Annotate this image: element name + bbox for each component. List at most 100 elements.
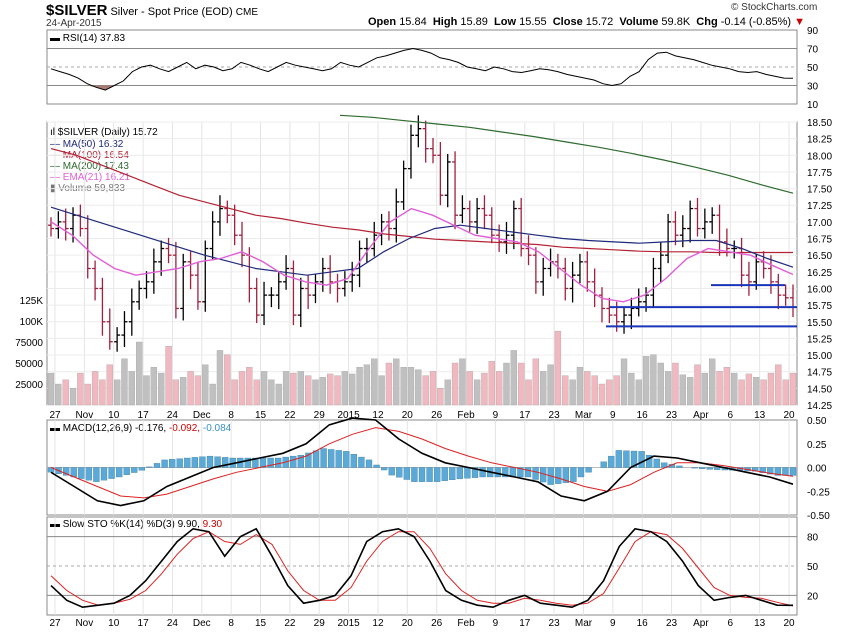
volume-bar <box>635 379 642 406</box>
date-tick-label: 13 <box>754 618 766 629</box>
copyright: © StockCharts.com <box>731 2 818 13</box>
volume-bar <box>613 375 620 406</box>
macd-histogram-bar <box>123 467 130 475</box>
volume-bar <box>767 372 775 406</box>
macd-histogram-bar <box>274 457 282 468</box>
volume-label: Volume <box>619 16 659 28</box>
low-value: 15.55 <box>519 16 547 28</box>
macd-histogram-bar <box>115 467 123 478</box>
date-tick-label: 9 <box>493 618 499 629</box>
macd-histogram-bar <box>206 455 214 468</box>
macd-histogram-bar <box>312 450 320 468</box>
macd-histogram-bar <box>577 467 585 478</box>
volume-bar <box>642 356 650 406</box>
price-legend-text: $SILVER (Daily) 15.72 <box>57 127 158 138</box>
macd-histogram-bar <box>290 455 297 468</box>
date-tick-label: 17 <box>519 618 531 629</box>
macd-histogram-bar <box>267 457 274 468</box>
macd-histogram-bar <box>358 456 365 468</box>
price-legend: ıl $SILVER (Daily) 15.72 <box>50 127 158 138</box>
volume-bar <box>128 371 135 406</box>
date-tick-label: 17 <box>138 410 150 421</box>
date-tick-label: 10 <box>108 410 120 421</box>
price-tick-label: 18.25 <box>807 135 832 146</box>
macd-histogram-bar <box>600 461 607 468</box>
macd-histogram-bar <box>85 467 93 481</box>
rsi-tick-label: 50 <box>807 63 819 74</box>
date-tick-label: 29 <box>314 618 326 629</box>
price-tick-label: 17.00 <box>807 218 832 229</box>
volume-bar <box>723 367 731 406</box>
ma50-line <box>50 206 794 276</box>
volume-bar <box>686 377 694 406</box>
volume-bar <box>143 375 150 406</box>
date-tick-label: Feb <box>457 410 475 421</box>
macd-histogram-bar <box>782 467 789 476</box>
macd-histogram-bar <box>464 467 471 479</box>
rsi-tick-label: 10 <box>807 100 819 111</box>
macd-histogram-bar <box>327 449 335 468</box>
macd-histogram-bar <box>714 467 721 470</box>
date-tick-label: Mar <box>575 618 593 629</box>
date-tick-label: Nov <box>75 410 93 421</box>
sto-tick-label: 20 <box>807 591 819 602</box>
macd-histogram-bar <box>532 467 539 480</box>
macd-histogram-bar <box>93 467 100 482</box>
macd-histogram-bar <box>138 467 146 471</box>
date-tick-label: Mar <box>575 410 593 421</box>
volume-bar <box>253 379 260 406</box>
macd-histogram-bar <box>396 467 403 478</box>
macd-histogram-bar <box>176 458 183 468</box>
rsi-legend: ▬ RSI(14) 37.83 <box>50 33 126 44</box>
macd-histogram-bar <box>78 467 85 479</box>
macd-histogram-bar <box>161 459 168 468</box>
macd-histogram-bar <box>62 467 70 476</box>
date-tick-label: 22 <box>284 410 296 421</box>
date-tick-label: 24 <box>167 618 179 629</box>
price-tick-label: 14.75 <box>807 368 832 379</box>
macd-histogram-bar <box>789 467 797 476</box>
volume-bar <box>121 358 128 406</box>
price-tick-label: 16.25 <box>807 268 832 279</box>
ma50-legend-text: MA(50) 16.32 <box>62 139 124 150</box>
macd-histogram-bar <box>524 467 532 478</box>
volume-tick-label: 75000 <box>15 338 43 349</box>
macd-histogram-bar <box>426 467 433 482</box>
date-tick-label: 23 <box>549 410 561 421</box>
price-tick-label: 18.00 <box>807 151 832 162</box>
volume-bar <box>224 354 231 406</box>
date-tick-label: 22 <box>284 618 296 629</box>
macd-histogram-bar <box>623 450 630 468</box>
chg-value: -0.14 (-0.85%) <box>720 16 792 28</box>
date-tick-label: Feb <box>457 618 475 629</box>
macd-histogram-bar <box>433 467 441 482</box>
volume-bar <box>591 375 598 406</box>
symbol-header: $SILVER Silver - Spot Price (EOD) CME <box>46 2 258 19</box>
macd-histogram-bar <box>555 467 562 484</box>
volume-bar <box>47 372 55 406</box>
volume-bar <box>216 350 224 406</box>
macd-histogram-bar <box>335 450 342 468</box>
price-tick-label: 17.75 <box>807 168 832 179</box>
date-tick-label: 16 <box>637 618 649 629</box>
down-arrow-icon: ▼ <box>794 16 805 28</box>
volume-bar <box>518 362 525 406</box>
volume-tick-label: 125K <box>20 296 44 307</box>
price-tick-label: 15.75 <box>807 301 832 312</box>
volume-bar <box>429 371 437 406</box>
volume-bar <box>62 379 69 406</box>
date-tick-label: 27 <box>49 618 61 629</box>
date-tick-label: 12 <box>372 410 384 421</box>
volume-bar <box>407 367 415 406</box>
macd-legend-c: -0.084 <box>202 423 232 434</box>
volume-bar <box>55 383 62 406</box>
symbol: $SILVER <box>46 2 108 19</box>
volume-bar <box>738 379 745 406</box>
open-value: 15.84 <box>399 16 427 28</box>
date-tick-label: 23 <box>666 618 678 629</box>
macd-histogram-bar <box>691 467 698 469</box>
date-tick-label: 2015 <box>337 618 360 629</box>
volume-bar <box>444 379 451 406</box>
date-tick-label: Apr <box>693 410 709 421</box>
